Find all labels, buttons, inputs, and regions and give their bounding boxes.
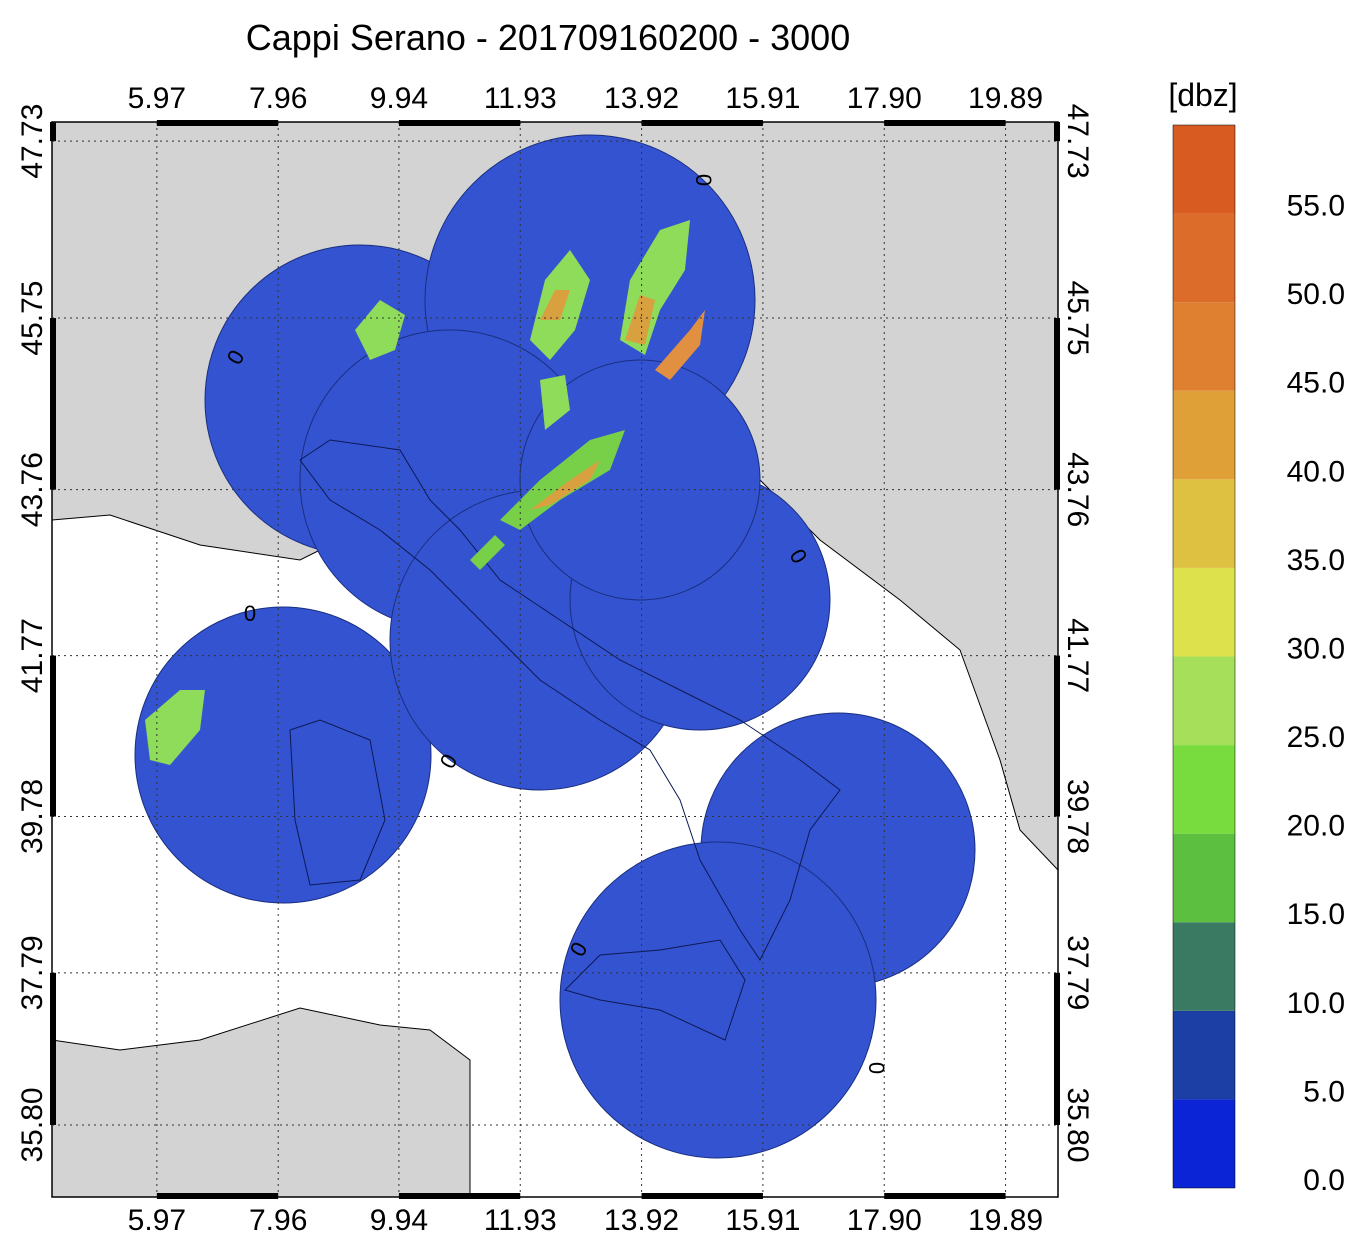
frame-bar <box>50 655 56 817</box>
y-tick-label: 41.77 <box>1061 618 1094 693</box>
colorbar-tick-label: 25.0 <box>1287 721 1345 754</box>
y-tick-label: 37.79 <box>16 935 49 1010</box>
colorbar-tick-label: 30.0 <box>1287 632 1345 665</box>
frame-bar <box>50 972 56 1125</box>
colorbar-bin <box>1173 922 1235 1011</box>
x-tick-label: 15.91 <box>725 82 800 115</box>
y-tick-label: 35.80 <box>1061 1087 1094 1162</box>
x-tick-label: 9.94 <box>370 82 428 115</box>
x-tick-label: 7.96 <box>249 82 307 115</box>
colorbar-tick-label: 40.0 <box>1287 455 1345 488</box>
y-tick-label: 47.73 <box>1061 104 1094 179</box>
x-tick-label: 11.93 <box>484 82 557 115</box>
colorbar-bin <box>1173 479 1235 568</box>
contour-label: 0 <box>864 1062 889 1074</box>
frame-bar <box>1054 318 1060 490</box>
frame-bar <box>156 1193 279 1199</box>
colorbar-tick-label: 15.0 <box>1287 898 1345 931</box>
echo <box>470 535 505 570</box>
x-tick-label: 17.90 <box>847 82 922 115</box>
colorbar-tick-label: 5.0 <box>1303 1075 1345 1108</box>
frame-bar <box>398 120 521 126</box>
colorbar-bin <box>1173 1010 1235 1100</box>
y-tick-label: 37.79 <box>1061 935 1094 1010</box>
colorbar-bin <box>1173 213 1235 303</box>
y-tick-label: 43.76 <box>16 452 49 527</box>
precipitation <box>145 220 705 765</box>
coastline <box>299 439 841 961</box>
frame-bar <box>1054 122 1060 142</box>
colorbar-bin <box>1173 745 1235 834</box>
colorbar-frame <box>1172 124 1236 1189</box>
colorbar-tick-label: 10.0 <box>1287 987 1345 1020</box>
frame-bar <box>50 122 56 142</box>
frame-bar <box>641 1193 763 1199</box>
echo <box>540 290 570 320</box>
y-tick-label: 41.77 <box>16 618 49 693</box>
x-tick-label: 19.89 <box>968 1204 1043 1237</box>
x-tick-label: 11.93 <box>484 1204 557 1237</box>
echo <box>625 295 655 345</box>
map-layer <box>52 122 1058 1197</box>
radar-circle <box>519 359 761 601</box>
frame-bar <box>156 120 279 126</box>
frame-bar <box>884 1193 1006 1199</box>
colorbar-tick-label: 35.0 <box>1287 544 1345 577</box>
x-tick-label: 9.94 <box>370 1204 428 1237</box>
echo <box>655 310 705 380</box>
colorbar-tick-label: 50.0 <box>1287 278 1345 311</box>
frame-bar <box>50 318 56 490</box>
echo <box>145 690 205 765</box>
colorbar-bin <box>1173 833 1235 923</box>
y-tick-label: 45.75 <box>16 281 49 356</box>
colorbar-bin <box>1173 302 1235 391</box>
echo <box>500 430 625 530</box>
frame-bar <box>884 120 1006 126</box>
colorbar-bin <box>1173 656 1235 746</box>
colorbar-bin <box>1173 125 1235 214</box>
colorbar-tick-label: 45.0 <box>1287 367 1345 400</box>
y-tick-label: 47.73 <box>16 104 49 179</box>
coastline <box>289 719 386 886</box>
colorbar-bin <box>1173 390 1235 480</box>
frame-bar <box>398 1193 521 1199</box>
contour-label: 0 <box>691 174 716 186</box>
frame-bar <box>1054 972 1060 1125</box>
y-tick-label: 39.78 <box>1061 779 1094 854</box>
radar-coverage <box>134 134 976 1159</box>
colorbar: [dbz] 0.0 5.0 10.0 15.0 20.0 25.0 30.0 35.0 40.0… <box>1168 77 1345 1197</box>
contour-label: 0 <box>244 601 256 626</box>
x-tick-label: 13.92 <box>604 1204 679 1237</box>
y-tick-label: 35.80 <box>16 1087 49 1162</box>
y-tick-label: 45.75 <box>1061 281 1094 356</box>
colorbar-tick-label: 55.0 <box>1287 190 1345 223</box>
coastline <box>564 939 746 1041</box>
frame-bar <box>641 120 763 126</box>
echo <box>355 300 405 360</box>
chart-title: Cappi Serano - 201709160200 - 3000 <box>246 17 850 58</box>
x-tick-label: 7.96 <box>249 1204 307 1237</box>
x-tick-label: 15.91 <box>725 1204 800 1237</box>
x-tick-label: 17.90 <box>847 1204 922 1237</box>
colorbar-bin <box>1173 567 1235 657</box>
x-tick-label: 5.97 <box>128 82 186 115</box>
x-tick-label: 19.89 <box>968 82 1043 115</box>
x-tick-label: 13.92 <box>604 82 679 115</box>
echo <box>530 460 600 510</box>
echo <box>540 375 570 430</box>
frame-bar <box>1054 655 1060 817</box>
y-tick-label: 39.78 <box>16 779 49 854</box>
colorbar-tick-label: 0.0 <box>1303 1164 1345 1197</box>
colorbar-tick-label: 20.0 <box>1287 810 1345 843</box>
x-tick-label: 5.97 <box>128 1204 186 1237</box>
y-tick-label: 43.76 <box>1061 452 1094 527</box>
radar-circle <box>559 841 877 1159</box>
colorbar-bin <box>1173 1099 1235 1188</box>
radar-circle <box>134 606 432 904</box>
colorbar-label: [dbz] <box>1168 77 1237 113</box>
